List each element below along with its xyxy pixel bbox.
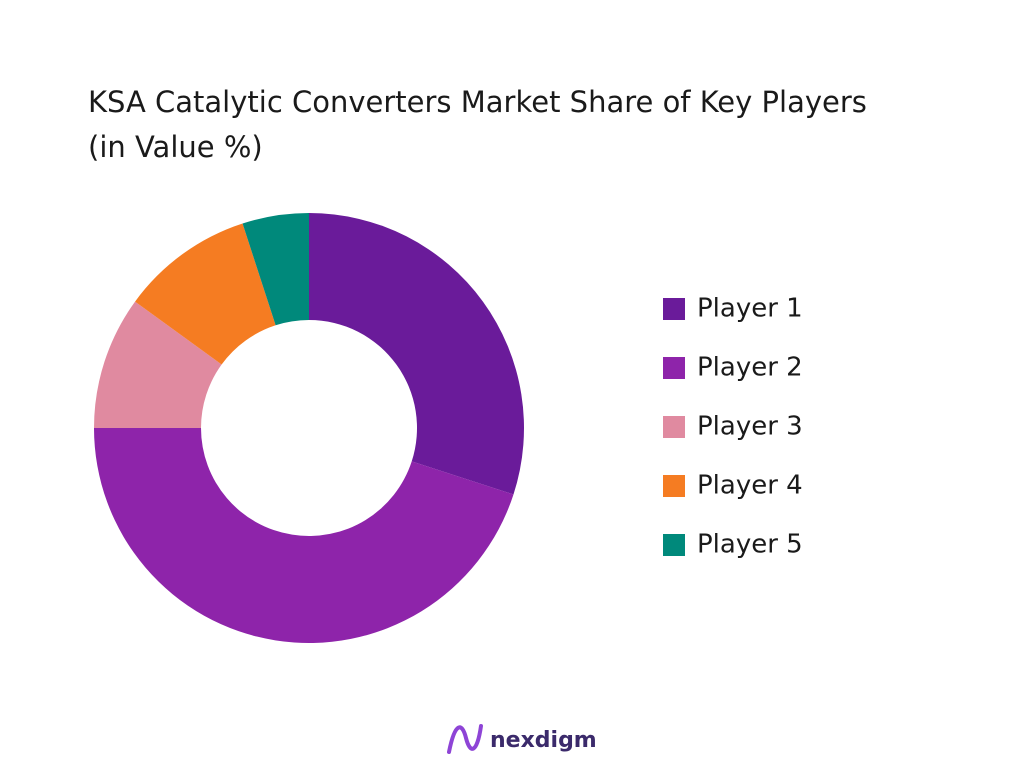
legend-label: Player 5 [697,530,803,560]
donut-slice [309,213,525,495]
donut-slice [135,223,276,365]
legend-swatch [663,298,685,320]
donut-slice [94,428,514,643]
legend-swatch [663,416,685,438]
legend-label: Player 1 [697,294,803,324]
legend-label: Player 2 [697,353,803,383]
legend-swatch [663,475,685,497]
donut-slice [242,213,309,326]
legend-swatch [663,357,685,379]
logo-icon [447,724,483,754]
legend-label: Player 4 [697,471,803,501]
logo-text: nexdigm [490,728,597,753]
legend-swatch [663,534,685,556]
legend-label: Player 3 [697,412,803,442]
chart-title: KSA Catalytic Converters Market Share of… [88,85,867,164]
donut-slice [94,301,222,428]
